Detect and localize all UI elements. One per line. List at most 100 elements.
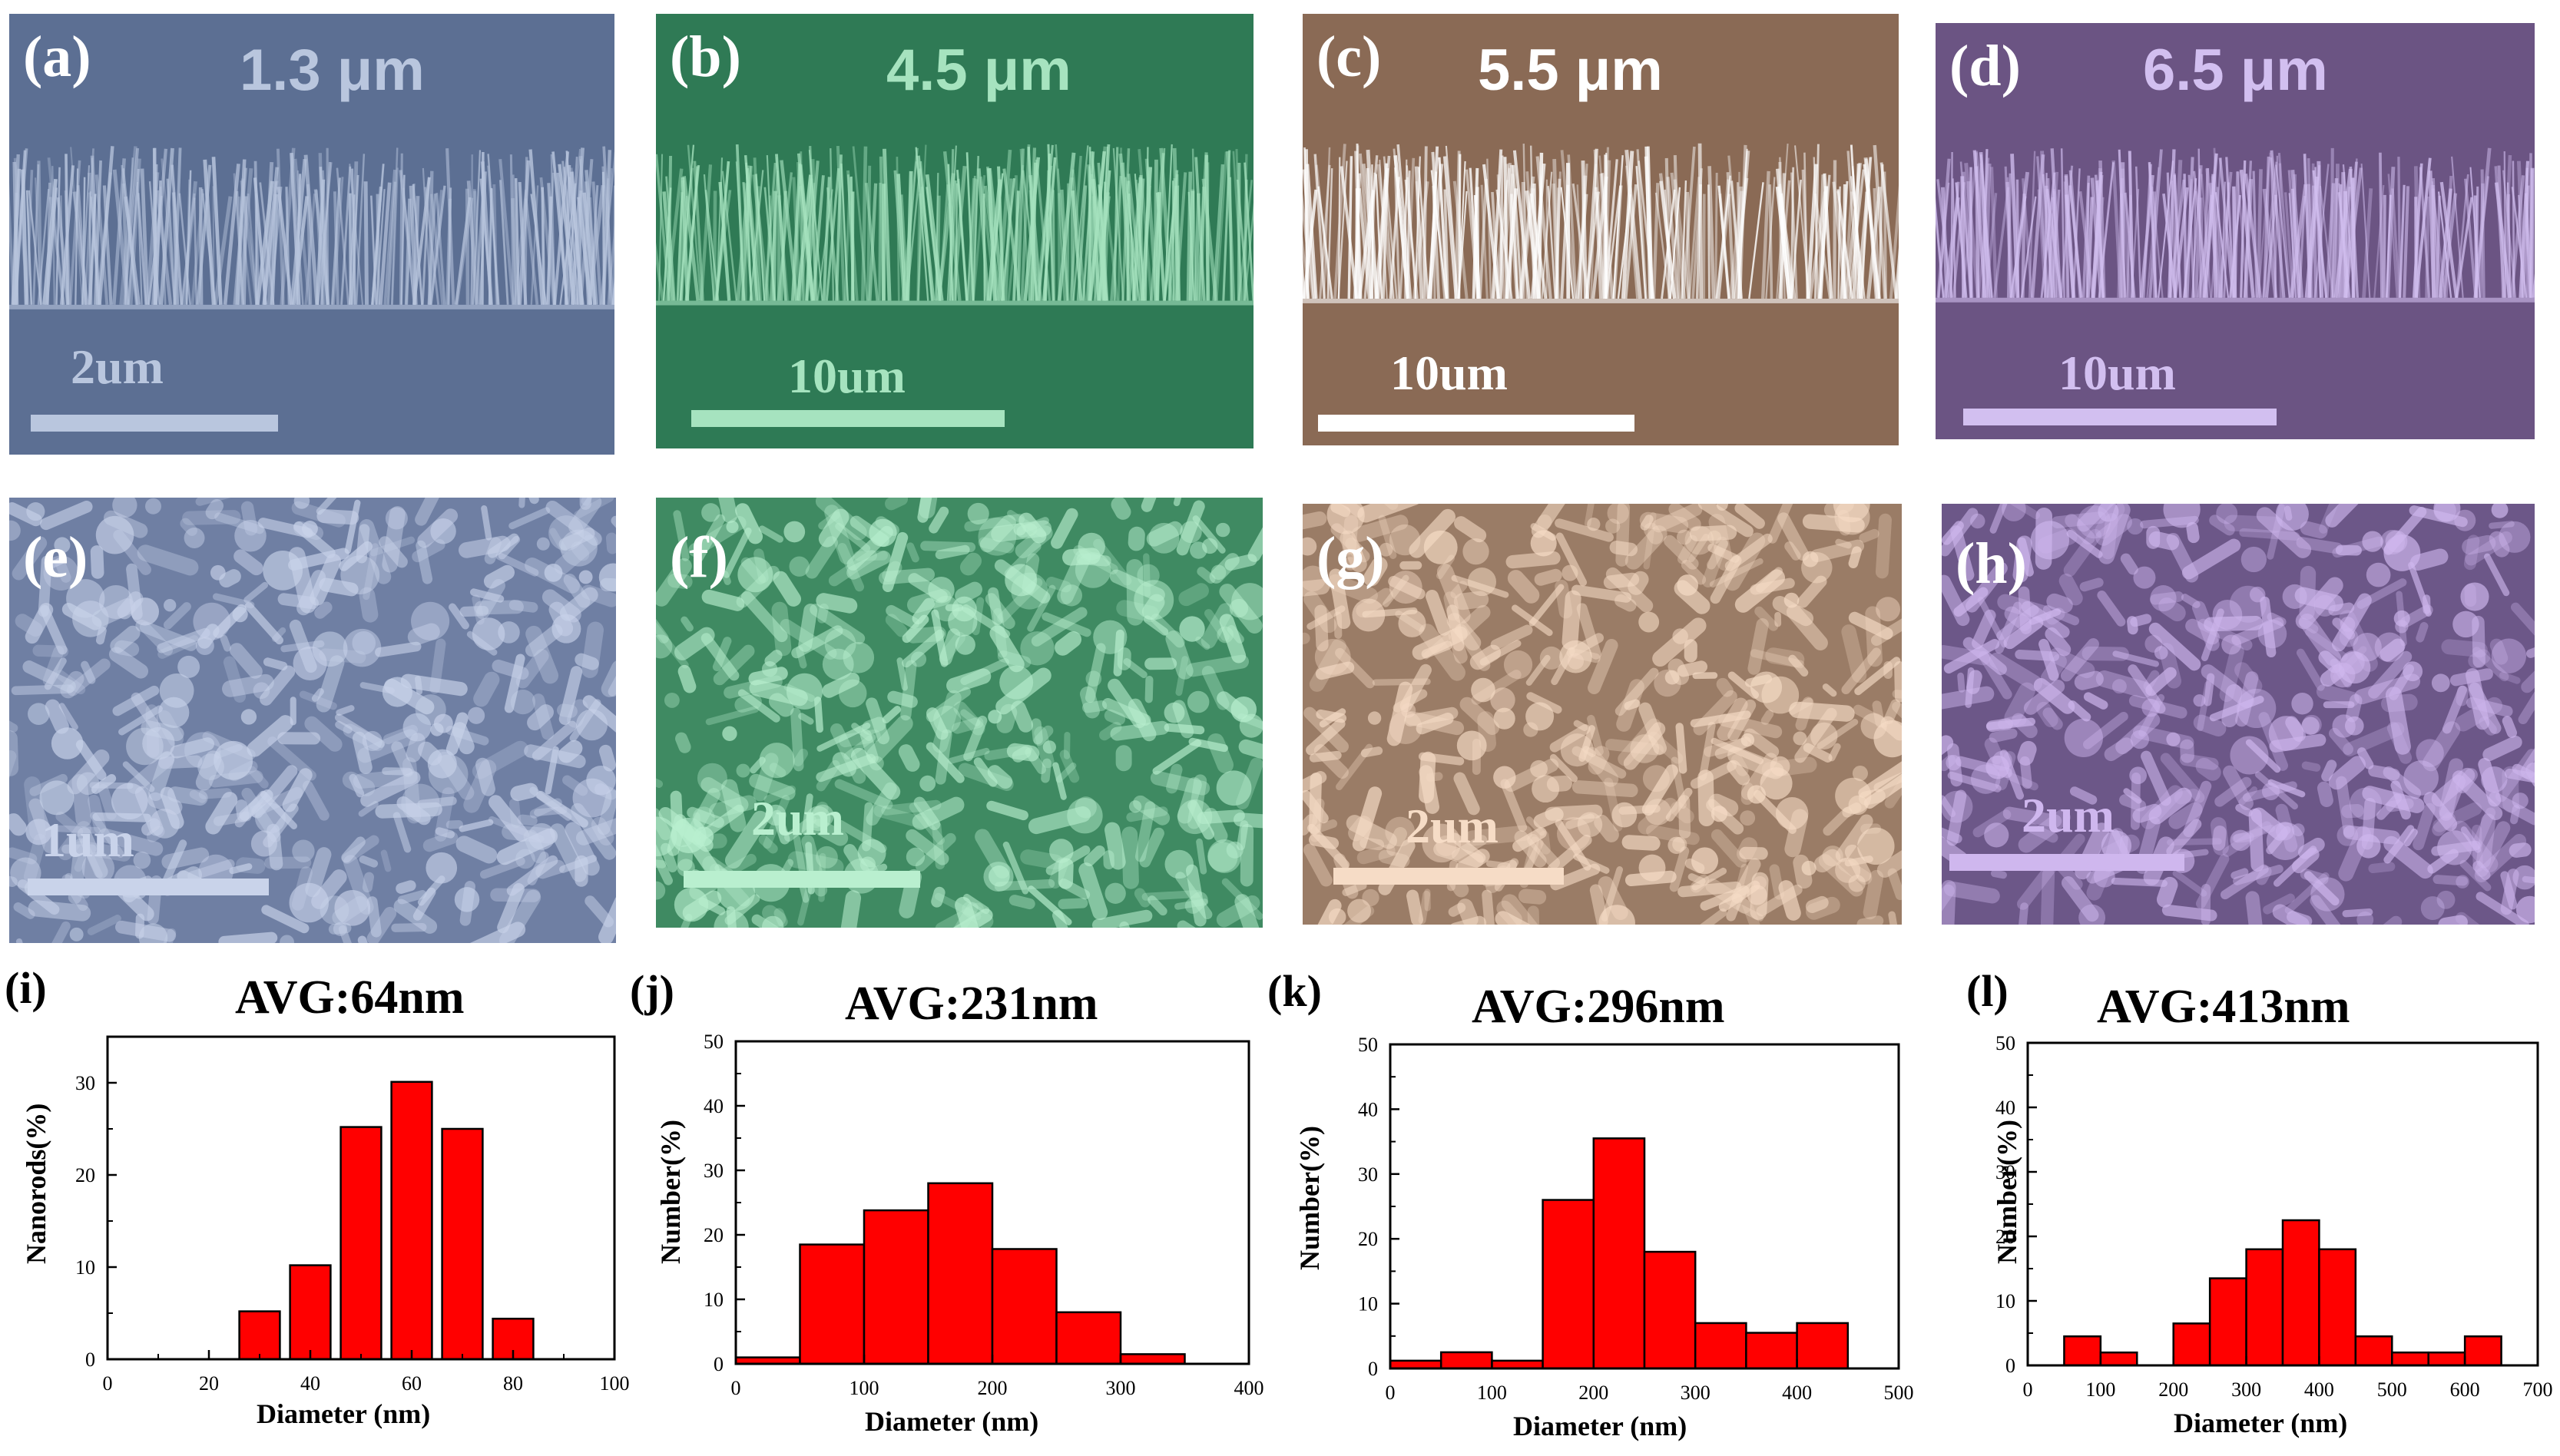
sem-panel-a: (a) 1.3 μm 2um (9, 14, 614, 455)
bars (1389, 1137, 1850, 1370)
x-tick-label: 400 (1234, 1377, 1264, 1399)
scale-bar-label: 2um (71, 339, 164, 394)
x-tick-label: 700 (2523, 1378, 2553, 1401)
x-tick-label: 200 (1578, 1382, 1608, 1404)
y-tick-label: 40 (1995, 1097, 2015, 1119)
histogram-bar (1055, 1311, 1122, 1365)
x-tick-label: 300 (2231, 1378, 2261, 1401)
histogram-bar (2354, 1335, 2393, 1367)
y-tick-label: 50 (704, 1031, 724, 1053)
y-tick-label: 40 (704, 1095, 724, 1117)
bars (238, 1080, 535, 1361)
y-tick-label: 20 (704, 1224, 724, 1246)
panel-label: (d) (1949, 34, 2021, 98)
thickness-label: 1.3 μm (240, 38, 425, 103)
scale-bar (684, 871, 920, 888)
histogram-bar (1439, 1351, 1493, 1370)
histogram-bar (2281, 1219, 2320, 1367)
histogram-bar (1592, 1137, 1646, 1370)
histogram-bar (1796, 1322, 1850, 1370)
histogram-bar (2245, 1248, 2284, 1367)
sem-image (1942, 504, 2535, 925)
histogram-j: 0 100 200 300 400 0 10 20 30 40 50 (j) AVG:231nm N… (630, 960, 1275, 1456)
panel-label: (j) (630, 966, 674, 1016)
chart-title: AVG:231nm (845, 978, 1098, 1030)
histogram-bar (927, 1182, 994, 1365)
sem-image (1303, 504, 1902, 925)
y-tick-label: 30 (1358, 1163, 1378, 1186)
y-tick-label: 30 (704, 1160, 724, 1182)
histogram-bar (1389, 1359, 1442, 1370)
scale-bar (1318, 415, 1634, 432)
x-tick-label: 200 (978, 1377, 1008, 1399)
histogram-bar (2099, 1351, 2138, 1367)
x-tick-label: 0 (731, 1377, 741, 1399)
y-tick-label: 20 (1995, 1226, 2015, 1248)
sem-panel-f: (f) 2um (656, 498, 1263, 928)
histogram-bar (1542, 1199, 1595, 1370)
histogram-bar (1745, 1332, 1798, 1370)
y-tick-label: 20 (75, 1164, 95, 1186)
y-tick-label: 10 (704, 1289, 724, 1311)
chart-svg: 0 100 200 300 400 500 600 700 0 10 20 30 40 50 (1995, 1032, 2553, 1401)
panel-label: (b) (670, 25, 741, 89)
histogram-bar (2172, 1322, 2211, 1367)
x-axis-label: Diameter (nm) (865, 1406, 1039, 1437)
scale-bar (1963, 409, 2277, 425)
histogram-bar (863, 1209, 929, 1365)
bars (2063, 1219, 2502, 1367)
panel-label: (i) (5, 963, 47, 1013)
histogram-bar (1643, 1250, 1697, 1370)
scale-bar-label: 1um (41, 812, 134, 867)
y-tick-label: 30 (1995, 1161, 2015, 1183)
histogram-bar (2391, 1351, 2429, 1367)
x-tick-label: 100 (600, 1372, 630, 1395)
panel-label: (l) (1966, 966, 2009, 1016)
x-axis-label: Diameter (nm) (257, 1398, 431, 1429)
sem-panel-d: (d) 6.5 μm 10um (1936, 23, 2535, 439)
sem-image (656, 14, 1254, 448)
y-tick-label: 0 (85, 1348, 95, 1371)
scale-bar (691, 410, 1005, 427)
sem-panel-c: (c) 5.5 μm 10um (1303, 14, 1899, 445)
panel-label: (a) (23, 25, 91, 89)
x-tick-label: 200 (2158, 1378, 2188, 1401)
histogram-bar (2318, 1248, 2357, 1367)
y-axis-label: Number(%) (1992, 1120, 2022, 1264)
y-axis-label: Number(%) (655, 1120, 686, 1264)
chart-svg: 0 100 200 300 400 0 10 20 30 40 50 (704, 1031, 1264, 1399)
scale-bar (31, 415, 278, 432)
scale-bar-label: 2um (751, 791, 844, 845)
x-tick-label: 500 (1884, 1382, 1914, 1404)
scale-bar-label: 10um (788, 349, 906, 403)
histogram-bar (339, 1126, 383, 1361)
y-axis-label: Number(%) (1294, 1126, 1325, 1270)
scale-bar-label: 2um (2022, 788, 2115, 842)
y-tick-label: 20 (1358, 1228, 1378, 1250)
y-tick-label: 0 (1368, 1358, 1378, 1380)
histogram-k: 0 100 200 300 400 500 0 10 20 30 40 50 (k) AVG:296n… (1267, 960, 1920, 1456)
x-tick-label: 400 (1782, 1382, 1812, 1404)
histogram-bar (238, 1310, 281, 1361)
histogram-bar (2427, 1351, 2466, 1367)
histogram-bar (991, 1248, 1058, 1365)
x-tick-label: 300 (1681, 1382, 1711, 1404)
histogram-bar (2208, 1277, 2247, 1367)
histogram-bar (1119, 1353, 1186, 1365)
x-axis-label: Diameter (nm) (2174, 1408, 2348, 1438)
x-tick-label: 0 (103, 1372, 113, 1395)
x-tick-label: 600 (2450, 1378, 2480, 1401)
sem-panel-e: (e) 1um (9, 498, 616, 943)
x-tick-label: 100 (1477, 1382, 1507, 1404)
chart-title: AVG:413nm (2097, 981, 2350, 1033)
panel-label: (f) (670, 525, 728, 590)
histogram-bar (1491, 1359, 1544, 1370)
chart-title: AVG:296nm (1472, 981, 1725, 1033)
histogram-bar (1694, 1322, 1747, 1370)
chart-svg: 0 20 40 60 80 100 0 10 20 30 (75, 1035, 630, 1395)
chart-title: AVG:64nm (235, 971, 465, 1024)
scale-bar-label: 2um (1406, 799, 1499, 853)
x-tick-label: 100 (2085, 1378, 2115, 1401)
y-tick-label: 10 (1358, 1293, 1378, 1315)
x-tick-label: 500 (2377, 1378, 2407, 1401)
